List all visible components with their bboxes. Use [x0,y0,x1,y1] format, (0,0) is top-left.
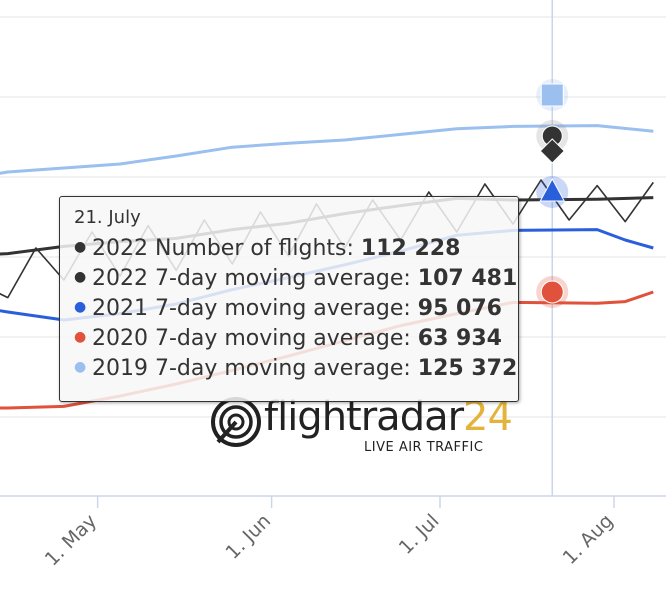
x-tick-label: 1. Jun [222,510,276,564]
marker-2020 [540,280,564,304]
highlight-markers [536,79,569,308]
legend-dot-icon: ● [74,269,87,285]
x-tick-label: 1. Aug [559,510,618,569]
x-tick-label: 1. May [41,510,101,570]
tooltip-row-label: 2022 Number of flights: [92,236,361,261]
tooltip-row-value: 63 934 [417,326,502,351]
legend-dot-icon: ● [74,299,87,315]
chart-tooltip: 21. July ● 2022 Number of flights: 112 22… [59,196,519,402]
tooltip-row-label: 2020 7-day moving average: [92,326,418,351]
marker-2019 [540,83,564,107]
legend-dot-icon: ● [74,329,87,345]
tooltip-row-value: 95 076 [417,296,502,321]
tooltip-row-label: 2019 7-day moving average: [92,356,418,381]
tooltip-row-value: 125 372 [417,356,518,381]
tooltip-row: ● 2022 7-day moving average: 107 481 [74,264,517,294]
tooltip-row-value: 107 481 [417,266,518,291]
tooltip-row: ● 2022 Number of flights: 112 228 [74,234,504,264]
x-tick-label: 1. Jul [395,510,444,559]
marker-2021 [539,177,566,202]
series-line [0,124,654,175]
radar-icon [211,397,261,447]
flightradar24-logo: flightradar24 LIVE AIR TRAFFIC [208,392,513,462]
tooltip-row-label: 2022 7-day moving average: [92,266,418,291]
legend-dot-icon: ● [74,359,87,375]
legend-dot-icon: ● [74,239,87,255]
tooltip-date: 21. July [74,207,141,228]
marker-2022-avg [539,138,565,164]
tooltip-row: ● 2019 7-day moving average: 125 372 [74,354,517,384]
tooltip-row: ● 2020 7-day moving average: 63 934 [74,324,504,354]
tooltip-row-label: 2021 7-day moving average: [92,296,418,321]
tooltip-row: ● 2021 7-day moving average: 95 076 [74,294,504,324]
tooltip-row-value: 112 228 [360,236,461,261]
logo-tagline: LIVE AIR TRAFFIC [364,440,484,455]
